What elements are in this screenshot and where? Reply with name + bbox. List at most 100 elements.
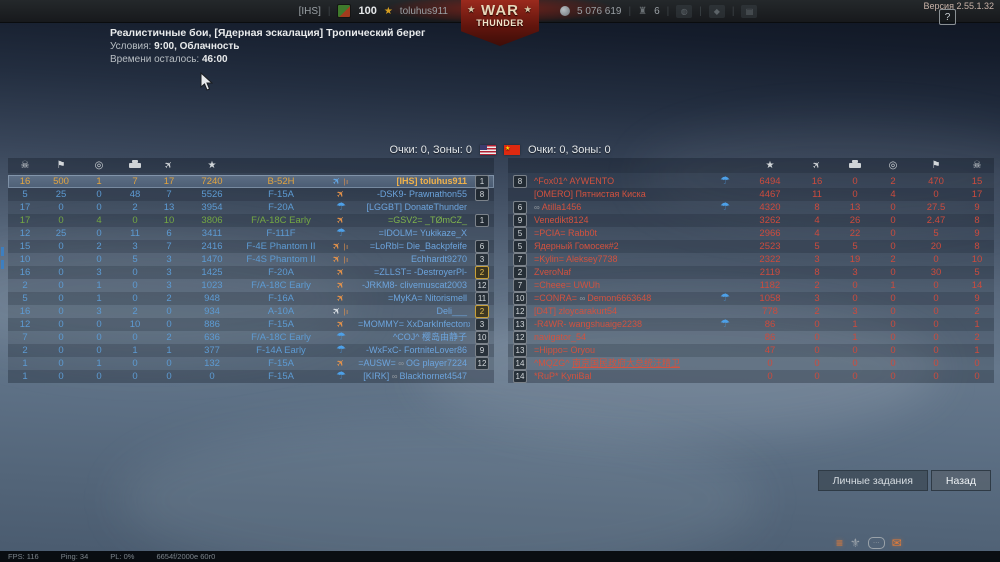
nickname: DonateThunder: [404, 202, 467, 212]
ally-row[interactable]: 2 0 0 1 1 377 F-14A Early ☂ -WxFxC- FortniteLove…: [8, 344, 494, 357]
enemy-row[interactable]: 13 -R4WR- wangshuaige2238 ☂ 86 0 1 0 0 1: [508, 318, 994, 331]
enemy-row[interactable]: 12 navigator_54 86 0 1 0 0 2: [508, 331, 994, 344]
stat-value: 4: [814, 228, 820, 239]
stat-value: 2523: [759, 241, 781, 252]
enemy-row[interactable]: 8 ^Fox01^ AYWENTO ☂ 6494 16 0 2 470 15: [508, 175, 994, 188]
stat-value: 2: [96, 241, 102, 252]
nickname: 南京国民政府大总统汪精卫: [571, 358, 680, 368]
ping-counter: Ping: 34: [60, 552, 89, 561]
decal-icon[interactable]: ▤: [741, 4, 758, 18]
player-name: -R4WR- wangshuaige2238: [532, 318, 708, 331]
enemy-row[interactable]: 5 Ядерный Гомосек#2 2523 5 5 0 20 8: [508, 240, 994, 253]
stat-value: 1023: [201, 280, 223, 291]
ally-row[interactable]: 16 0 3 2 0 934 A-10A ✈|ı Deli___ 2: [8, 305, 494, 318]
captures-icon: ⚑: [56, 160, 66, 171]
parachute-icon: ☂: [336, 201, 346, 213]
stat-value: 2119: [759, 267, 781, 278]
squad-number-badge: 6: [513, 201, 527, 214]
stat-value: 10: [971, 254, 983, 265]
enemy-row[interactable]: 6 ∞ Atilla1456 ☂ 4320 8 13 0 27.5 9: [508, 201, 994, 214]
packet-loss: PL: 0%: [110, 552, 135, 561]
nickname: clivemuscat2003: [399, 280, 467, 290]
player-name: =MOMMY= XxDarkInfectonxX: [358, 318, 470, 331]
stat-value: 2: [974, 332, 980, 343]
stat-value: 16: [19, 267, 31, 278]
stat-value: 4467: [759, 189, 781, 200]
stat-value: 0: [814, 371, 820, 382]
stat-value: 0: [767, 371, 773, 382]
logo-war-text: ★ WAR ★: [467, 2, 533, 19]
player-nickname[interactable]: toluhus911: [399, 5, 448, 17]
ammo-indicator: |ı: [343, 256, 350, 264]
ally-row[interactable]: 5 25 0 48 7 5526 F-15A ✈ -DSK9- Prawnathon55 8: [8, 188, 494, 201]
vehicle-name: F-20A: [268, 202, 294, 213]
ally-row[interactable]: 1 0 1 0 0 132 F-15A ✈ =AUSW= ∞ OG player7224 12: [8, 357, 494, 370]
ally-row[interactable]: 12 0 0 10 0 886 F-15A ✈ =MOMMY= XxDarkInfectonxX…: [8, 318, 494, 331]
stat-value: 3: [166, 280, 172, 291]
ally-row[interactable]: 16 0 3 0 3 1425 F-20A ✈ =ZLLST= -DestroyerPl- 2: [8, 266, 494, 279]
ground-kills-icon: [129, 160, 141, 168]
aircraft-icon: ✈: [334, 292, 348, 305]
ally-row[interactable]: 5 0 1 0 2 948 F-16A ✈ =MyKA= Nitorismell 11: [8, 292, 494, 305]
player-name: =IDOLM= Yukikaze_X: [358, 227, 470, 240]
battle-tasks-icon[interactable]: ≡: [836, 536, 844, 550]
enemy-row[interactable]: 10 =CONRA= ∞ Demon6663648 ☂ 1058 3 0 0 0 9: [508, 292, 994, 305]
stat-value: 0: [852, 293, 858, 304]
stat-value: 0: [890, 267, 896, 278]
chat-icon[interactable]: …: [867, 537, 885, 549]
mail-icon[interactable]: ✉: [891, 536, 902, 550]
enemy-row[interactable]: 2 ZveroNaf 2119 8 3 0 30 5: [508, 266, 994, 279]
player-name: Ядерный Гомосек#2: [532, 240, 708, 253]
personal-tasks-button[interactable]: Личные задания: [818, 471, 927, 490]
air-kills-icon: ✈: [810, 159, 824, 172]
ally-row[interactable]: 2 0 1 0 3 1023 F/A-18C Early ✈ -JRKM8- clivemusc…: [8, 279, 494, 292]
awards-icon[interactable]: ⚜: [850, 536, 861, 550]
ally-row[interactable]: 16 500 1 7 17 7240 B-52H ✈|ı [IHS] toluhus911 1: [8, 175, 494, 188]
stat-value: 0: [890, 202, 896, 213]
player-name: -JRKM8- clivemuscat2003: [358, 279, 470, 292]
aircraft-icon: ✈: [334, 266, 348, 279]
golden-eagles-amount[interactable]: 6: [654, 5, 660, 17]
stat-value: 0: [933, 371, 939, 382]
stat-value: 1425: [201, 267, 223, 278]
gem-icon[interactable]: ◆: [708, 4, 725, 18]
stat-value: 10: [163, 215, 175, 226]
stat-value: 5: [933, 228, 939, 239]
enemy-row[interactable]: 14 *RuP* KyniBal 0 0 0 0 0 0: [508, 370, 994, 383]
stat-value: 17: [971, 189, 983, 200]
enemy-row[interactable]: 9 Venedikt8124 3262 4 26 0 2.47 8: [508, 214, 994, 227]
stat-value: 3: [852, 267, 858, 278]
ally-row[interactable]: 7 0 0 0 2 636 F/A-18C Early ☂ ^COJ^ 樱岛由静子 10: [8, 331, 494, 344]
status-cell: ✈: [324, 188, 358, 201]
stat-value: 9: [974, 202, 980, 213]
help-button[interactable]: ?: [939, 9, 956, 25]
enemy-row[interactable]: 13 =Hippo= Oryou 47 0 0 0 0 1: [508, 344, 994, 357]
spotlight-icon[interactable]: ◍: [676, 4, 693, 18]
enemy-row[interactable]: 12 [D4T] zloycarakurt54 778 2 3 0 0 2: [508, 305, 994, 318]
back-button[interactable]: Назад: [931, 471, 990, 490]
ally-row[interactable]: 15 0 2 3 7 2416 F-4E Phantom II ✈|ı =LoRbl= Die_…: [8, 240, 494, 253]
status-cell: ✈: [324, 318, 358, 331]
cn-flag-icon: ★: [504, 145, 520, 155]
enemy-row[interactable]: 5 =PCIA= Rabb0t 2966 4 22 0 5 9: [508, 227, 994, 240]
enemy-row[interactable]: 14 ^MQZG^ 南京国民政府大总统汪精卫 0 0 0 0 0 0: [508, 357, 994, 370]
stat-value: 0: [96, 254, 102, 265]
score-icon: ★: [186, 159, 238, 172]
stat-value: 9: [974, 293, 980, 304]
nickname: navigator_54: [534, 332, 587, 342]
stat-value: 0: [58, 371, 64, 382]
enemy-row[interactable]: 7 =Kylin= Aleksey7738 2322 3 19 2 0 10: [508, 253, 994, 266]
status-cell: ✈: [324, 292, 358, 305]
stat-value: 0: [852, 345, 858, 356]
silver-lions-amount[interactable]: 5 076 619: [577, 5, 622, 17]
enemy-row[interactable]: 7 =Cheee= UWUh 1182 2 0 1 0 14: [508, 279, 994, 292]
ally-row[interactable]: 10 0 0 5 3 1470 F-4S Phantom II ✈|ı Echhardt9270…: [8, 253, 494, 266]
stat-value: 0: [132, 215, 138, 226]
stat-value: 9: [974, 228, 980, 239]
aircraft-icon: ✈: [334, 318, 348, 331]
ally-row[interactable]: 17 0 4 0 10 3806 F/A-18C Early ✈ =GSV2= _TØmCZ_ 1: [8, 214, 494, 227]
